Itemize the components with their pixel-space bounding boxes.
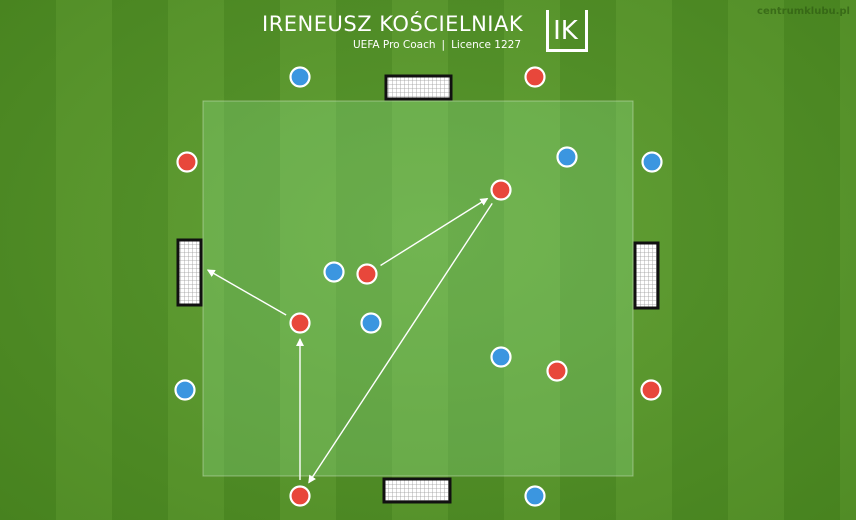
red-player-r7: [640, 379, 662, 401]
red-player-r2: [524, 66, 546, 88]
goal-left: [176, 238, 203, 307]
logo-bar: [546, 10, 549, 50]
coach-role: UEFA Pro Coach: [353, 39, 436, 51]
passes-layer: [206, 197, 493, 484]
red-player-r1: [176, 151, 198, 173]
pass-arrow-4: [206, 269, 287, 316]
red-player-r5: [289, 312, 311, 334]
players-layer: [174, 66, 663, 507]
coach-name: IRENEUSZ KOŚCIELNIAK: [262, 12, 524, 36]
blue-player-b4: [323, 261, 345, 283]
watermark: centrumklubu.pl: [757, 6, 850, 17]
goal-right: [633, 241, 660, 310]
red-player-r4: [356, 263, 378, 285]
goal-bottom: [382, 477, 452, 504]
red-player-r3: [490, 179, 512, 201]
blue-player-b5: [360, 312, 382, 334]
pass-arrow-1: [380, 197, 489, 267]
ik-logo: IK: [546, 10, 588, 52]
blue-player-b2: [556, 146, 578, 168]
blue-player-b3: [641, 151, 663, 173]
blue-player-b8: [524, 485, 546, 507]
red-player-r8: [289, 485, 311, 507]
goal-top: [384, 74, 453, 101]
pass-arrow-2: [308, 202, 493, 484]
logo-text: IK: [553, 16, 578, 46]
blue-player-b1: [289, 66, 311, 88]
blue-player-b6: [490, 346, 512, 368]
coach-credentials: UEFA Pro Coach | Licence 1227: [353, 39, 533, 51]
blue-player-b7: [174, 379, 196, 401]
red-player-r6: [546, 360, 568, 382]
coach-licence: Licence 1227: [451, 39, 522, 51]
credentials-separator: |: [441, 39, 446, 51]
